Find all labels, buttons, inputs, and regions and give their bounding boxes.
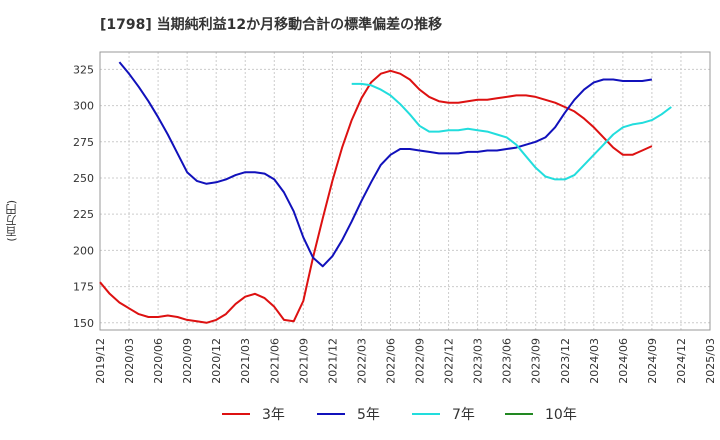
x-tick-label: 2020/06 <box>152 338 165 384</box>
x-tick-label: 2020/03 <box>123 338 136 384</box>
y-tick-label: 250 <box>73 172 94 185</box>
x-tick-label: 2021/09 <box>297 338 310 384</box>
y-tick-label: 175 <box>73 281 94 294</box>
x-tick-label: 2025/03 <box>704 338 717 384</box>
y-tick-label: 200 <box>73 244 94 257</box>
x-tick-label: 2019/12 <box>94 338 107 384</box>
x-tick-label: 2023/06 <box>501 338 514 384</box>
x-tick-label: 2024/03 <box>588 338 601 384</box>
y-tick-label: 150 <box>73 317 94 330</box>
legend-label-5年: 5年 <box>357 407 380 423</box>
y-tick-label: 325 <box>73 63 94 76</box>
x-tick-label: 2022/12 <box>443 338 456 384</box>
series-line-3年 <box>99 69 653 324</box>
series-line-7年 <box>351 82 672 181</box>
x-tick-label: 2024/12 <box>675 338 688 384</box>
y-tick-label: 225 <box>73 208 94 221</box>
legend-label-3年: 3年 <box>262 407 285 423</box>
x-tick-label: 2024/09 <box>646 338 659 384</box>
x-tick-label: 2022/03 <box>355 338 368 384</box>
x-tick-label: 2023/03 <box>472 338 485 384</box>
chart-title: [1798] 当期純利益12か月移動合計の標準偏差の推移 <box>100 17 443 33</box>
x-tick-label: 2023/09 <box>530 338 543 384</box>
x-tick-label: 2020/09 <box>181 338 194 384</box>
x-tick-label: 2021/06 <box>268 338 281 384</box>
y-tick-label: 275 <box>73 136 94 149</box>
x-tick-label: 2023/12 <box>559 338 572 384</box>
series-line-5年 <box>118 61 653 268</box>
x-tick-label: 2022/06 <box>384 338 397 384</box>
legend-label-10年: 10年 <box>545 407 577 423</box>
x-tick-label: 2021/12 <box>326 338 339 384</box>
x-tick-label: 2020/12 <box>210 338 223 384</box>
legend-label-7年: 7年 <box>452 407 475 423</box>
x-tick-label: 2022/09 <box>414 338 427 384</box>
x-tick-label: 2024/06 <box>617 338 630 384</box>
plot-frame <box>99 51 711 331</box>
y-tick-label: 300 <box>73 100 94 113</box>
x-tick-label: 2021/03 <box>239 338 252 384</box>
